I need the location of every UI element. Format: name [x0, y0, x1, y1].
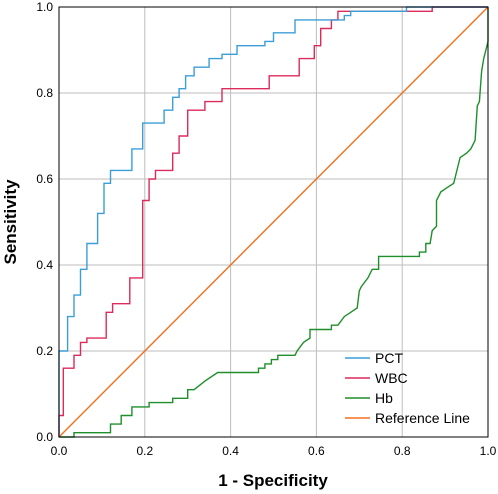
- y-tick-label: 1.0: [36, 0, 53, 14]
- legend-label-pct: PCT: [375, 350, 403, 366]
- series-line-reference-line: [58, 6, 489, 438]
- x-tick-label: 0.6: [308, 444, 325, 458]
- x-tick-label: 0.4: [222, 444, 239, 458]
- y-tick-label: 0.8: [36, 86, 53, 100]
- legend-label-wbc: WBC: [375, 370, 408, 386]
- series-lines: [58, 6, 489, 438]
- legend-label-hb: Hb: [375, 390, 393, 406]
- series-line-hb: [59, 7, 489, 438]
- x-tick-label: 0.2: [136, 444, 153, 458]
- legend-label-reference-line: Reference Line: [375, 410, 470, 426]
- series-line-wbc: [58, 6, 488, 437]
- y-tick-label: 0.6: [36, 172, 53, 186]
- y-tick-label: 0.4: [36, 258, 53, 272]
- tick-labels: 0.0 0.2 0.4 0.6 0.8 1.0 0.0 0.2 0.4 0.6 0.8 1.0: [36, 0, 496, 458]
- x-tick-label: 0.8: [394, 444, 411, 458]
- legend: PCT WBC Hb Reference Line: [345, 350, 470, 426]
- x-axis-title: 1 - Specificity: [218, 471, 328, 490]
- x-tick-label: 0.0: [51, 444, 68, 458]
- y-axis-title: Sensitivity: [1, 179, 20, 265]
- y-tick-label: 0.2: [36, 344, 53, 358]
- y-tick-label: 0.0: [36, 430, 53, 444]
- series-line-pct: [58, 6, 488, 437]
- x-tick-label: 1.0: [480, 444, 497, 458]
- plot-frame: [58, 6, 489, 438]
